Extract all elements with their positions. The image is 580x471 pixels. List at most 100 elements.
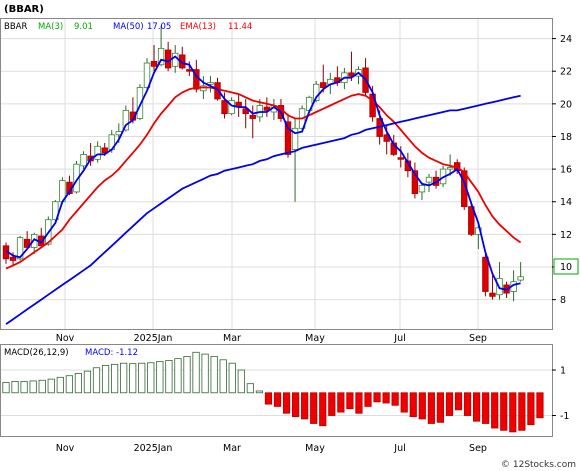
y-tick-label-22: 22 — [560, 67, 572, 78]
candle-body — [186, 69, 193, 72]
candle-35 — [249, 105, 256, 139]
candle-body — [171, 52, 179, 67]
macd-bar-48 — [436, 392, 445, 423]
macd-bar-58 — [527, 392, 535, 426]
macd-bar-33 — [301, 392, 309, 420]
candle-body — [9, 256, 17, 261]
macd-bar-24 — [219, 359, 227, 394]
candle-body — [16, 237, 24, 260]
last-price-marker: 10 — [553, 258, 579, 275]
candle-body — [52, 201, 59, 221]
candle-body — [312, 83, 320, 101]
macd-panel — [0, 344, 553, 437]
macd-bar-51 — [463, 392, 472, 416]
legend-ma50-label: MA(50) — [113, 22, 144, 32]
candle-20 — [143, 58, 151, 90]
candle-body — [122, 109, 130, 131]
candle-19 — [136, 84, 144, 121]
macd-bar-44 — [400, 392, 408, 413]
price-panel — [0, 18, 553, 330]
macd-bar-57 — [518, 392, 526, 431]
macd-bar-16 — [147, 362, 155, 394]
candle-40 — [284, 113, 292, 158]
macd-bar-53 — [482, 392, 490, 424]
macd-bar-31 — [282, 392, 291, 414]
ema13-line — [5, 86, 522, 270]
legend-ema13-value: 11.44 — [228, 22, 252, 32]
macd-bar-39 — [355, 392, 363, 414]
candle-body — [320, 82, 327, 88]
candle-69 — [489, 273, 496, 300]
price-legend: BBAR MA(3) 9.01 MA(50) 17.05 EMA(13) 11.… — [4, 22, 252, 32]
candle-body — [482, 256, 489, 292]
candle-body — [143, 62, 151, 88]
price-x-grid — [64, 19, 479, 329]
candle-29 — [207, 76, 214, 93]
candle-body — [150, 61, 158, 67]
candle-body — [94, 145, 101, 160]
candle-body — [446, 167, 454, 170]
chart-title: (BBAR) — [4, 4, 44, 15]
candle-13 — [94, 141, 101, 163]
price-x-axis: Nov 2025Jan Mar May Jul Sep — [56, 333, 487, 344]
macd-x-tick-label: Nov — [56, 443, 75, 454]
candle-49 — [348, 51, 355, 81]
candle-body — [136, 87, 144, 119]
candle-body — [263, 106, 271, 111]
macd-bar-56 — [509, 392, 517, 433]
macd-bar-36 — [328, 392, 336, 416]
candle-body — [418, 185, 426, 193]
moving-average-lines — [5, 55, 522, 325]
macd-legend-value-label: MACD: — [85, 348, 113, 358]
candle-body — [284, 121, 292, 155]
macd-bar-21 — [192, 351, 200, 394]
last-price-label: 10 — [560, 262, 572, 273]
macd-bar-22 — [201, 353, 209, 394]
macd-bar-35 — [319, 392, 327, 427]
macd-bar-41 — [373, 392, 381, 403]
macd-bar-29 — [264, 392, 273, 405]
candle-body — [23, 238, 31, 248]
ma3-line — [5, 55, 521, 291]
candle-73 — [517, 262, 524, 282]
candle-21 — [150, 45, 158, 72]
last-price-box — [553, 258, 579, 275]
candle-body — [348, 72, 355, 77]
y-tick-label-8: 8 — [560, 295, 566, 306]
x-tick-label: Sep — [469, 333, 487, 344]
candle-body — [214, 82, 221, 100]
macd-legend-label: MACD(26,12,9) — [4, 348, 69, 358]
candle-body — [397, 157, 404, 160]
candle-11 — [80, 151, 87, 170]
macd-bar-25 — [228, 362, 236, 394]
macd-bar-52 — [472, 392, 481, 422]
legend-ma3-label: MA(3) — [38, 22, 63, 32]
candle-56 — [397, 146, 404, 168]
macd-bar-27 — [246, 383, 254, 394]
candle-7 — [52, 200, 59, 222]
y-tick-label-16: 16 — [560, 165, 572, 176]
legend-ema13-label: EMA(13) — [180, 22, 216, 32]
macd-grid — [1, 369, 552, 417]
macd-bar-17 — [156, 360, 164, 394]
candle-66 — [468, 201, 475, 236]
y-tick-label-14: 14 — [560, 197, 572, 208]
macd-bar-8 — [74, 373, 82, 394]
macd-legend-value: -1.12 — [116, 348, 138, 358]
macd-bar-0 — [2, 382, 10, 394]
candle-body — [425, 176, 433, 183]
candle-59 — [418, 182, 426, 201]
macd-bar-47 — [427, 392, 435, 424]
macd-bar-37 — [337, 392, 345, 413]
candle-body — [207, 82, 214, 85]
candle-58 — [411, 162, 419, 199]
macd-bar-49 — [445, 392, 454, 416]
macd-bar-43 — [391, 392, 399, 406]
candle-body — [291, 127, 299, 150]
macd-bar-46 — [418, 392, 426, 420]
candle-37 — [263, 97, 271, 117]
y-tick-label-12: 12 — [560, 230, 572, 241]
macd-bar-28 — [255, 390, 264, 394]
legend-ma3-value: 9.01 — [74, 22, 93, 32]
macd-bars — [2, 351, 544, 433]
